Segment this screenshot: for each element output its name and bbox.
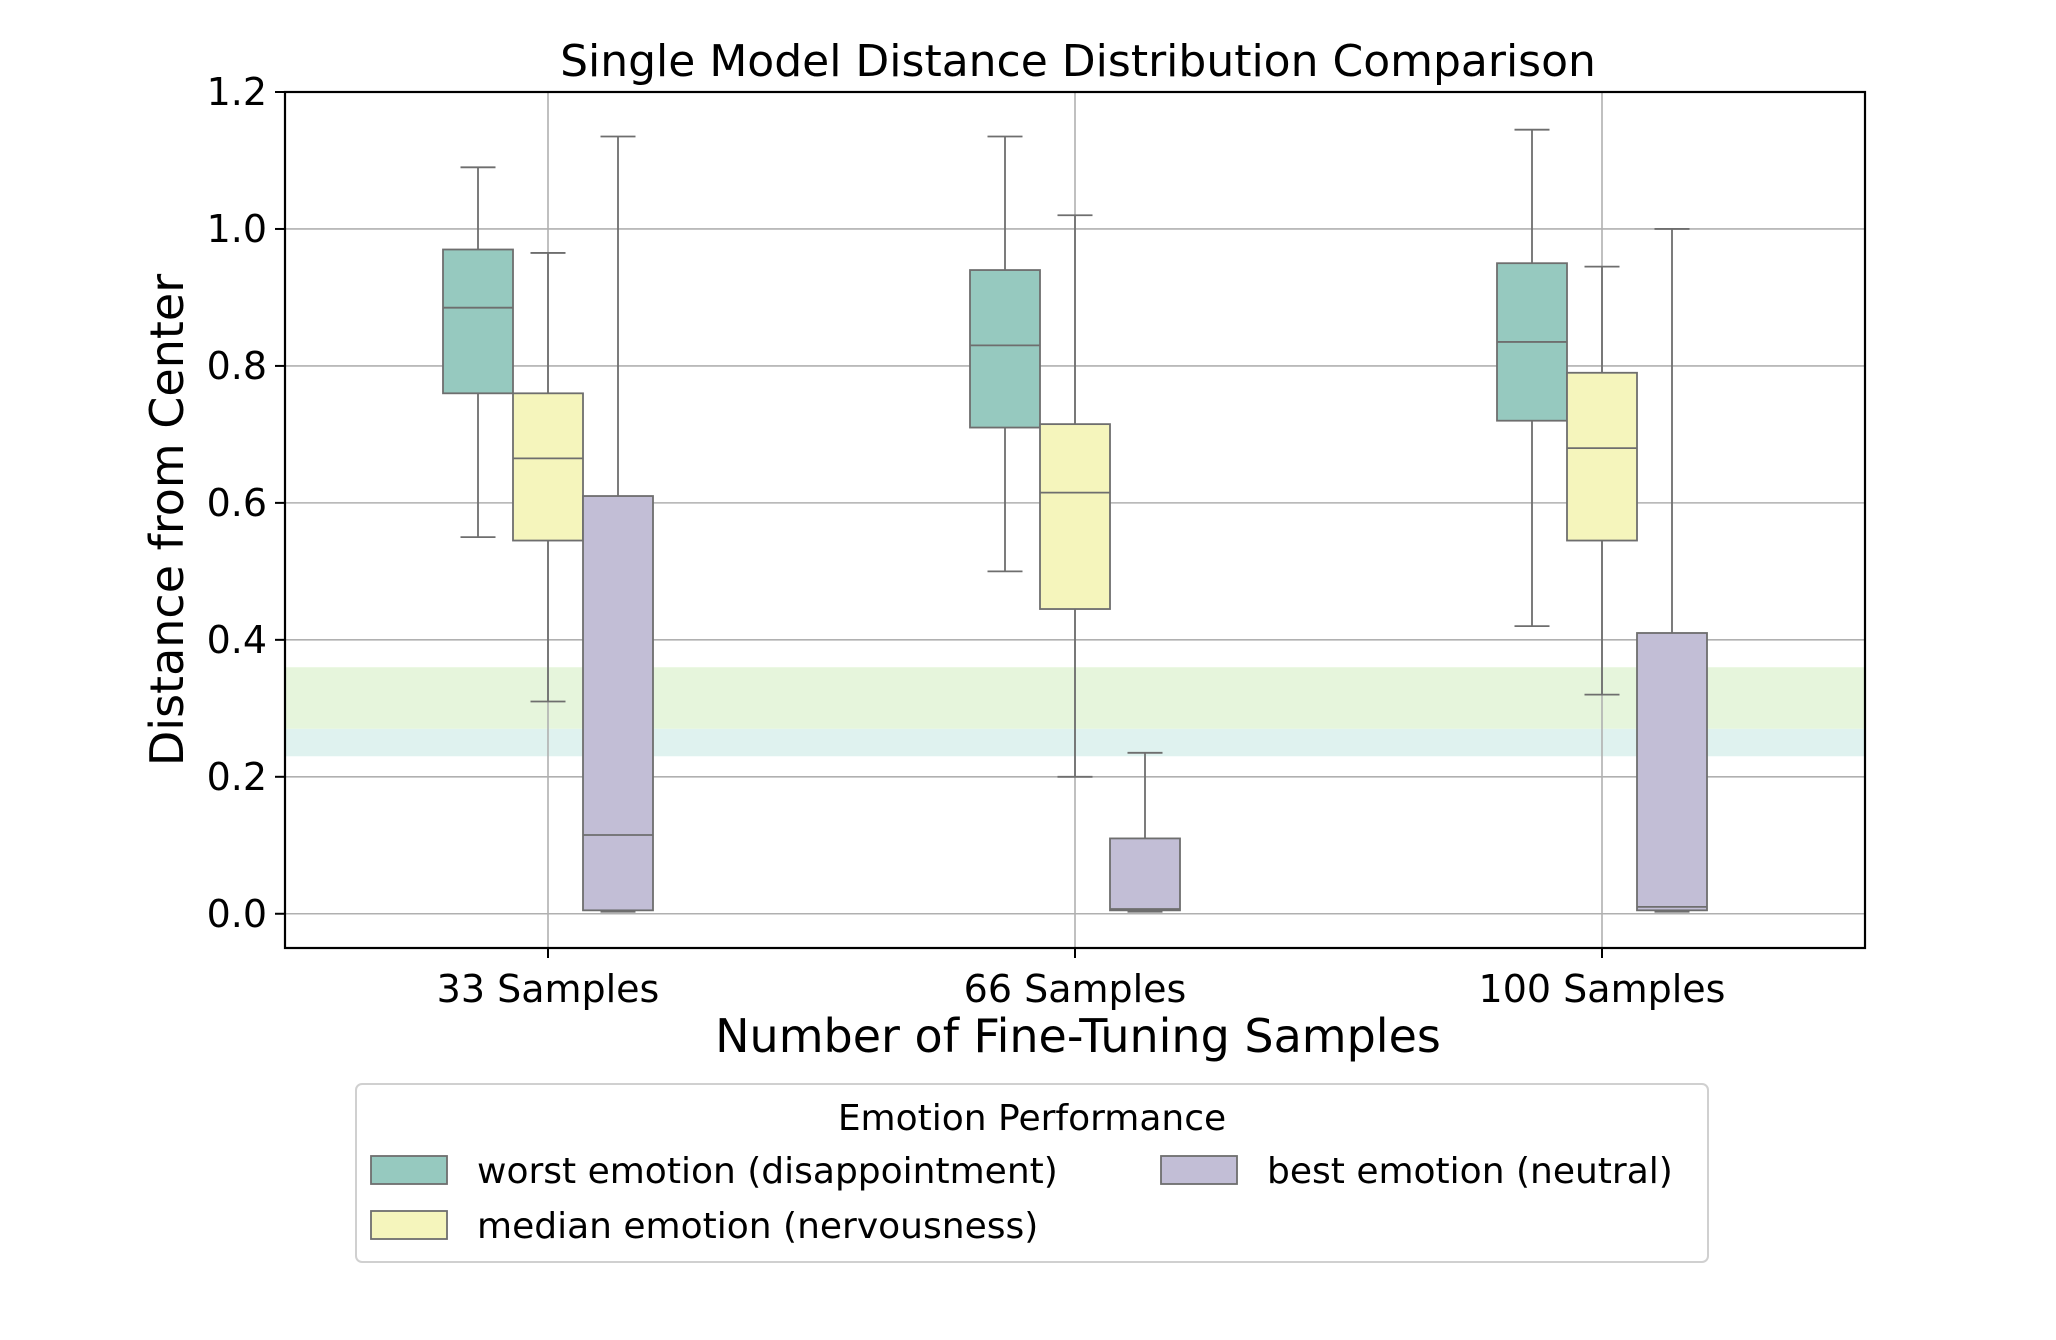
y-tick-label: 0.8 [207,344,267,388]
box-body [1039,423,1111,610]
x-tick-label: 66 Samples [964,967,1187,1011]
box-1-1 [1039,214,1111,778]
box-body [512,392,584,542]
legend-frame [355,1083,1709,1263]
box-1-0 [512,252,584,703]
x-tick-label: 100 Samples [1479,967,1726,1011]
box-2-1 [1109,751,1181,913]
box-body [1566,371,1638,542]
y-tick-label: 0.0 [207,892,267,936]
box-2-0 [582,135,654,913]
y-axis-label: Distance from Center [140,274,194,766]
plot-area [285,91,1865,948]
legend-swatch-1 [370,1210,448,1240]
box-0-2 [1496,128,1568,628]
box-body [1636,632,1708,912]
box-body [1109,837,1181,912]
box-2-2 [1636,228,1708,913]
y-tick-label: 1.2 [207,70,267,114]
legend-title: Emotion Performance [838,1098,1226,1139]
box-body [442,248,514,395]
y-tick-label: 0.4 [207,618,267,662]
x-tick-label: 33 Samples [437,967,660,1011]
chart-title: Single Model Distance Distribution Compa… [560,36,1596,87]
box-0-1 [969,135,1041,573]
x-axis: 33 Samples 66 Samples 100 Samples [437,948,1726,1011]
legend-label-2: best emotion (neutral) [1267,1151,1673,1192]
legend-label-0: worst emotion (disappointment) [477,1151,1058,1192]
y-tick-label: 0.6 [207,481,267,525]
legend-label-1: median emotion (nervousness) [477,1206,1038,1247]
y-tick-label: 0.2 [207,755,267,799]
box-body [582,495,654,912]
y-axis: 0.0 0.2 0.4 0.6 0.8 1.0 1.2 [207,70,285,936]
box-1-2 [1566,265,1638,696]
legend: Emotion Performance worst emotion (disap… [355,1083,1709,1263]
box-0-0 [442,166,514,539]
x-axis-label: Number of Fine-Tuning Samples [715,1009,1441,1063]
box-body [969,269,1041,429]
y-tick-label: 1.0 [207,207,267,251]
legend-swatch-2 [1160,1155,1238,1185]
legend-swatch-0 [370,1155,448,1185]
